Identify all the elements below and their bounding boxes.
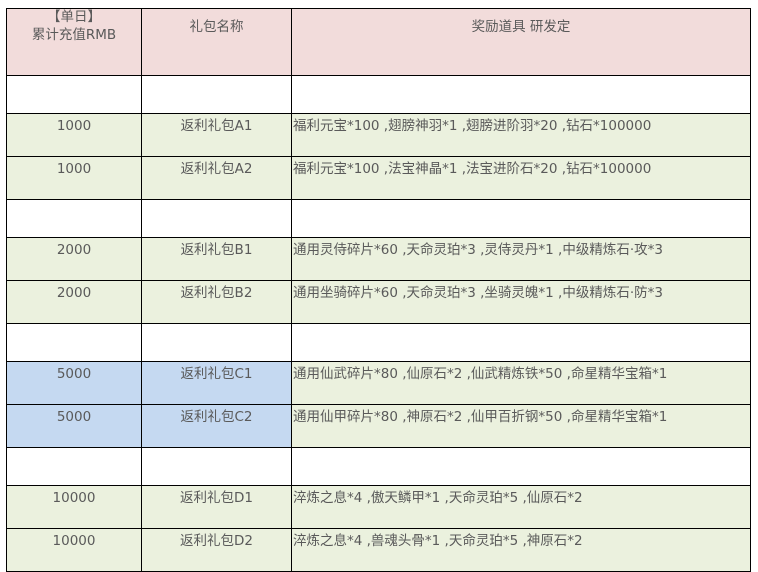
reward-table-body: 【单日】 累计充值RMB 礼包名称 奖励道具 研发定 1000 返利礼包A1 福利元… <box>6 8 751 572</box>
blank-cell <box>291 323 751 362</box>
pack-name-cell: 返利礼包B2 <box>141 280 292 324</box>
table-row: 1000 返利礼包A2 福利元宝*100 ,法宝神晶*1 ,法宝进阶石*20 ,钻石… <box>6 156 751 200</box>
rewards-cell: 通用灵侍碎片*60 ,天命灵珀*3 ,灵侍灵丹*1 ,中级精炼石·攻*3 <box>291 237 751 281</box>
table-row: 2000 返利礼包B2 通用坐骑碎片*60 ,天命灵珀*3 ,坐骑灵魄*1 ,中级精… <box>6 280 751 324</box>
table-row: 10000 返利礼包D1 淬炼之息*4 ,傲天鳞甲*1 ,天命灵珀*5 ,仙原石*2 <box>6 485 751 529</box>
amount-cell: 5000 <box>6 361 142 405</box>
rewards-cell: 通用仙武碎片*80 ,仙原石*2 ,仙武精炼铁*50 ,命星精华宝箱*1 <box>291 361 751 405</box>
blank-cell <box>291 447 751 486</box>
blank-row <box>6 199 751 238</box>
blank-cell <box>291 75 751 114</box>
blank-cell <box>291 199 751 238</box>
blank-cell <box>141 199 292 238</box>
pack-name-cell: 返利礼包D2 <box>141 528 292 572</box>
blank-cell <box>6 199 142 238</box>
rewards-cell: 淬炼之息*4 ,傲天鳞甲*1 ,天命灵珀*5 ,仙原石*2 <box>291 485 751 529</box>
pack-name-cell: 返利礼包C2 <box>141 404 292 448</box>
reward-table: 【单日】 累计充值RMB 礼包名称 奖励道具 研发定 1000 返利礼包A1 福利元… <box>6 8 751 572</box>
header-rewards: 奖励道具 研发定 <box>291 8 751 76</box>
header-amount-line2: 累计充值RMB <box>31 27 117 43</box>
rewards-cell: 通用仙甲碎片*80 ,神原石*2 ,仙甲百折钢*50 ,命星精华宝箱*1 <box>291 404 751 448</box>
pack-name-cell: 返利礼包B1 <box>141 237 292 281</box>
pack-name-cell: 返利礼包C1 <box>141 361 292 405</box>
table-row: 5000 返利礼包C1 通用仙武碎片*80 ,仙原石*2 ,仙武精炼铁*50 ,命星… <box>6 361 751 405</box>
rewards-cell: 福利元宝*100 ,法宝神晶*1 ,法宝进阶石*20 ,钻石*100000 <box>291 156 751 200</box>
blank-cell <box>141 75 292 114</box>
rewards-cell: 通用坐骑碎片*60 ,天命灵珀*3 ,坐骑灵魄*1 ,中级精炼石·防*3 <box>291 280 751 324</box>
pack-name-cell: 返利礼包A1 <box>141 113 292 157</box>
rewards-cell: 淬炼之息*4 ,兽魂头骨*1 ,天命灵珀*5 ,神原石*2 <box>291 528 751 572</box>
amount-cell: 5000 <box>6 404 142 448</box>
amount-cell: 2000 <box>6 280 142 324</box>
rewards-cell: 福利元宝*100 ,翅膀神羽*1 ,翅膀进阶羽*20 ,钻石*100000 <box>291 113 751 157</box>
amount-cell: 10000 <box>6 485 142 529</box>
blank-cell <box>6 75 142 114</box>
blank-cell <box>6 323 142 362</box>
amount-cell: 2000 <box>6 237 142 281</box>
table-row: 1000 返利礼包A1 福利元宝*100 ,翅膀神羽*1 ,翅膀进阶羽*20 ,钻石… <box>6 113 751 157</box>
pack-name-cell: 返利礼包A2 <box>141 156 292 200</box>
blank-row <box>6 75 751 114</box>
table-row: 10000 返利礼包D2 淬炼之息*4 ,兽魂头骨*1 ,天命灵珀*5 ,神原石*2 <box>6 528 751 572</box>
blank-row <box>6 323 751 362</box>
amount-cell: 1000 <box>6 113 142 157</box>
header-pack-name: 礼包名称 <box>141 8 292 76</box>
table-row: 5000 返利礼包C2 通用仙甲碎片*80 ,神原石*2 ,仙甲百折钢*50 ,命星… <box>6 404 751 448</box>
blank-row <box>6 447 751 486</box>
header-amount: 【单日】 累计充值RMB <box>6 8 142 76</box>
amount-cell: 10000 <box>6 528 142 572</box>
header-amount-line1: 【单日】 <box>47 9 101 25</box>
pack-name-cell: 返利礼包D1 <box>141 485 292 529</box>
header-row: 【单日】 累计充值RMB 礼包名称 奖励道具 研发定 <box>6 8 751 76</box>
amount-cell: 1000 <box>6 156 142 200</box>
table-row: 2000 返利礼包B1 通用灵侍碎片*60 ,天命灵珀*3 ,灵侍灵丹*1 ,中级精… <box>6 237 751 281</box>
blank-cell <box>141 447 292 486</box>
blank-cell <box>141 323 292 362</box>
blank-cell <box>6 447 142 486</box>
